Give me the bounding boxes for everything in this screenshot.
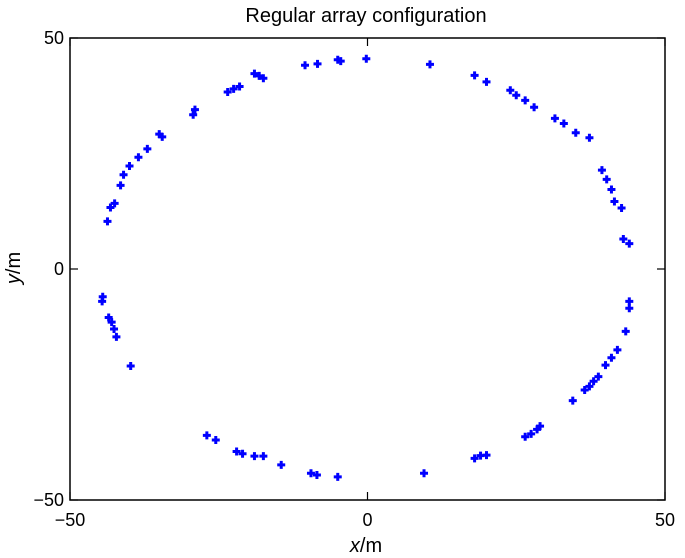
plot-frame (69, 37, 666, 501)
data-point (211, 435, 220, 444)
y-tick-label: 0 (54, 259, 64, 279)
data-point (482, 451, 491, 460)
data-point (112, 332, 121, 341)
data-point (110, 199, 119, 208)
axis-ticks: −50 0 50 −50 0 50 (33, 28, 675, 530)
data-point (559, 119, 568, 128)
data-point (621, 327, 630, 336)
data-point (585, 133, 594, 142)
data-point (134, 153, 143, 162)
data-point (589, 377, 598, 386)
data-point (126, 362, 135, 371)
data-point (585, 382, 594, 391)
data-point (312, 471, 321, 480)
data-point (625, 297, 634, 306)
data-point (238, 449, 247, 458)
data-point (98, 297, 107, 306)
data-point (103, 217, 112, 226)
data-point (119, 170, 128, 179)
data-point (625, 239, 634, 248)
data-point (255, 71, 264, 80)
data-point (580, 386, 589, 395)
data-point (333, 472, 342, 481)
data-point (597, 166, 606, 175)
data-point (594, 372, 603, 381)
data-point (521, 96, 530, 105)
data-point (425, 60, 434, 69)
data-point (482, 77, 491, 86)
data-point (189, 110, 198, 119)
y-tick-label: −50 (33, 490, 64, 510)
data-points (98, 54, 634, 481)
data-point (229, 84, 238, 93)
data-point (607, 185, 616, 194)
data-point (470, 454, 479, 463)
data-point (306, 469, 315, 478)
chart-title: Regular array configuration (245, 5, 486, 27)
data-point (521, 432, 530, 441)
data-point (619, 234, 628, 243)
data-point (202, 431, 211, 440)
data-point (601, 361, 610, 370)
data-point (277, 460, 286, 469)
data-point (155, 130, 164, 139)
data-point (536, 422, 545, 431)
data-point (602, 175, 611, 184)
y-tick-label: 50 (44, 28, 64, 48)
data-point (530, 103, 539, 112)
data-point (107, 318, 116, 327)
y-axis-label-var: y (3, 273, 25, 286)
data-point (512, 91, 521, 100)
data-point (250, 452, 259, 461)
data-point (506, 86, 515, 95)
x-axis-label-unit: /m (360, 535, 382, 557)
data-point (362, 54, 371, 63)
data-point (116, 181, 125, 190)
data-point (420, 469, 429, 478)
x-axis-label: x/m (349, 535, 382, 557)
data-point (617, 204, 626, 213)
data-point (568, 396, 577, 405)
data-point (250, 69, 259, 78)
data-point (607, 353, 616, 362)
data-point (610, 197, 619, 206)
data-point (190, 105, 199, 114)
y-axis-label-unit: /m (3, 252, 25, 274)
data-point (313, 59, 322, 68)
data-point (104, 313, 113, 322)
data-point (110, 325, 119, 334)
data-point (470, 71, 479, 80)
data-point (235, 82, 244, 91)
x-tick-label: −50 (55, 510, 86, 530)
data-point (106, 203, 115, 212)
x-tick-label: 0 (362, 510, 372, 530)
x-tick-label: 50 (655, 510, 675, 530)
data-point (143, 144, 152, 153)
data-point (336, 57, 345, 66)
data-point (527, 429, 536, 438)
data-point (125, 161, 134, 170)
data-point (259, 452, 268, 461)
data-point (625, 304, 634, 313)
data-point (550, 114, 559, 123)
data-point (301, 61, 310, 70)
data-point (232, 447, 241, 456)
data-point (613, 345, 622, 354)
data-point (571, 128, 580, 137)
data-point (223, 88, 232, 97)
y-axis-label: y/m (3, 252, 25, 286)
x-axis-label-var: x (349, 535, 361, 557)
